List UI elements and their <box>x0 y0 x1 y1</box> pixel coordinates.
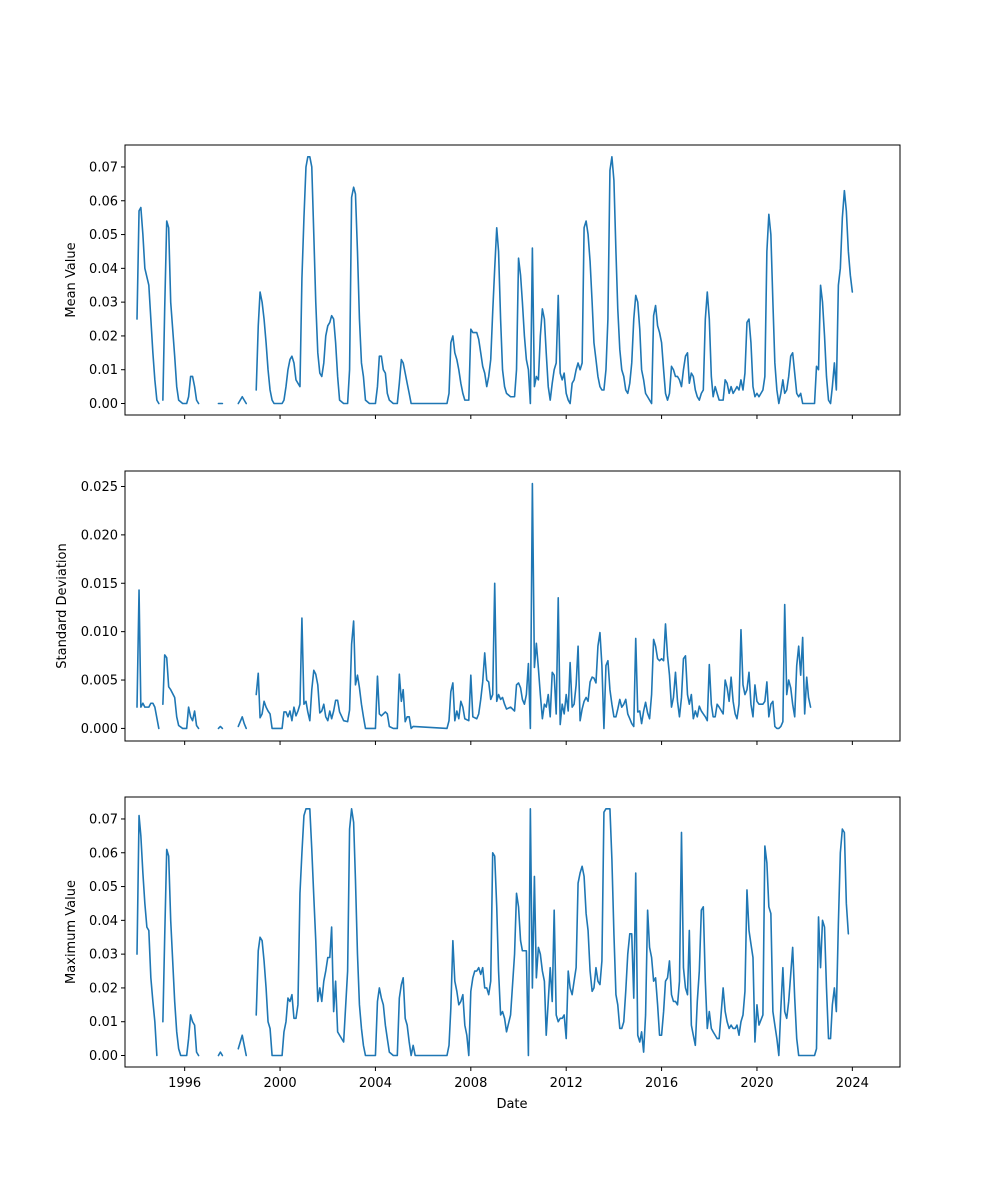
y-tick-label: 0.025 <box>81 480 118 495</box>
series-line-segment <box>237 716 248 730</box>
y-axis-label: Mean Value <box>64 242 79 317</box>
x-tick-label: 1996 <box>168 1076 201 1091</box>
y-tick-label: 0.02 <box>89 981 118 996</box>
axes-frame <box>124 144 901 416</box>
y-tick-label: 0.05 <box>89 228 118 243</box>
y-axis-label: Maximum Value <box>64 880 79 984</box>
y-tick-label: 0.06 <box>89 846 118 861</box>
y-tick-label: 0.04 <box>89 914 118 929</box>
x-tick-label: 2020 <box>740 1076 773 1091</box>
y-tick-label: 0.00 <box>89 397 118 412</box>
y-tick-label: 0.01 <box>89 363 118 378</box>
series-line-segment <box>217 1051 224 1057</box>
axes-frame <box>124 470 901 742</box>
y-tick-label: 0.04 <box>89 262 118 277</box>
y-tick-label: 0.020 <box>81 528 118 543</box>
series-line-segment <box>136 206 160 405</box>
y-tick-label: 0.005 <box>81 674 118 689</box>
series-line-segment <box>255 156 854 405</box>
series-line-segment <box>255 808 850 1057</box>
subplot-panels: 0.00 0.01 0.02 0.03 0.04 0.05 0.06 0.07 Mean Val… <box>55 144 901 1091</box>
x-tick-label: 2000 <box>264 1076 297 1091</box>
x-tick-label: 2008 <box>454 1076 487 1091</box>
series-line-segment <box>217 725 224 730</box>
y-tick-label: 0.010 <box>81 625 118 640</box>
y-tick-label: 0.015 <box>81 577 118 592</box>
y-tick-label: 0.02 <box>89 329 118 344</box>
y-axis-label: Standard Deviation <box>55 543 70 668</box>
x-tick-label: 2012 <box>550 1076 583 1091</box>
subplot-3: 0.00 0.01 0.02 0.03 0.04 0.05 0.06 0.07 1996 2000… <box>64 796 901 1091</box>
x-tick-label: 2004 <box>359 1076 392 1091</box>
y-tick-label: 0.05 <box>89 880 118 895</box>
series-line-segment <box>237 1034 248 1057</box>
y-tick-label: 0.03 <box>89 296 118 311</box>
series-line-segment <box>136 589 160 730</box>
y-tick-label: 0.07 <box>89 812 118 827</box>
x-tick-label: 2016 <box>645 1076 678 1091</box>
y-tick-label: 0.07 <box>89 160 118 175</box>
y-tick-label: 0.000 <box>81 722 118 737</box>
shared-xlabel: Date <box>496 1097 527 1112</box>
y-tick-label: 0.03 <box>89 948 118 963</box>
series-line-segment <box>162 220 200 405</box>
y-tick-label: 0.06 <box>89 194 118 209</box>
series-line-segment <box>162 654 200 730</box>
subplot-1: 0.00 0.01 0.02 0.03 0.04 0.05 0.06 0.07 Mean Val… <box>64 144 901 419</box>
series-line-segment <box>136 814 158 1057</box>
series-line-segment <box>237 395 248 405</box>
axes-frame <box>124 796 901 1068</box>
y-tick-label: 0.01 <box>89 1015 118 1030</box>
subplot-2: 0.000 0.005 0.010 0.015 0.020 0.025 Standard D… <box>55 470 901 745</box>
series-line-segment <box>255 482 812 730</box>
y-tick-label: 0.00 <box>89 1049 118 1064</box>
series-line-segment <box>162 848 200 1057</box>
x-tick-label: 2024 <box>836 1076 869 1091</box>
